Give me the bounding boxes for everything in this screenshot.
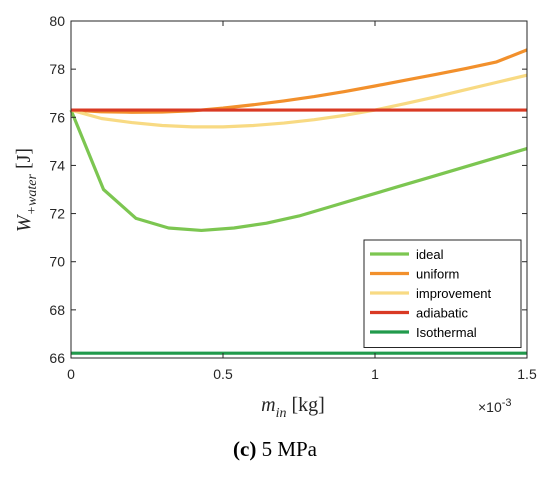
legend-box [363,239,522,348]
y-tick-label: 66 [49,350,65,366]
y-tick-label: 76 [49,109,65,125]
series-line-ideal [69,109,528,233]
figure-caption: (c) 5 MPa [0,437,550,462]
legend-label-ideal: ideal [416,247,444,262]
caption-panel: (c) [233,437,257,461]
legend-label-isothermal: Isothermal [416,325,477,340]
x-tick-label: 0 [67,366,75,382]
y-axis-label: W+water [J] [13,148,40,232]
y-tick-label: 68 [49,302,65,318]
y-tick-label: 80 [49,13,65,29]
y-tick-label: 72 [49,206,65,222]
x-tick-label: 0.5 [213,366,233,382]
y-tick-label: 74 [49,157,65,173]
legend-label-improvement: improvement [416,286,492,301]
legend-label-uniform: uniform [416,267,459,282]
x-tick-label: 1 [371,366,379,382]
y-tick-label: 78 [49,61,65,77]
series-line-improvement [70,73,528,129]
line-chart: 0 0.5 1 1.5 66 68 70 72 74 76 78 80 ×10-3 ideal unifo… [13,13,537,421]
caption-text: 5 MPa [256,437,317,461]
legend-label-adiabatic: adiabatic [416,306,469,321]
x-axis-label: min [kg] [261,394,325,421]
x-tick-label: 1.5 [517,366,537,382]
plot-frame [70,20,528,359]
x-axis-exponent: ×10-3 [478,397,512,415]
y-tick-label: 70 [49,254,65,270]
series-line-uniform [70,48,528,114]
